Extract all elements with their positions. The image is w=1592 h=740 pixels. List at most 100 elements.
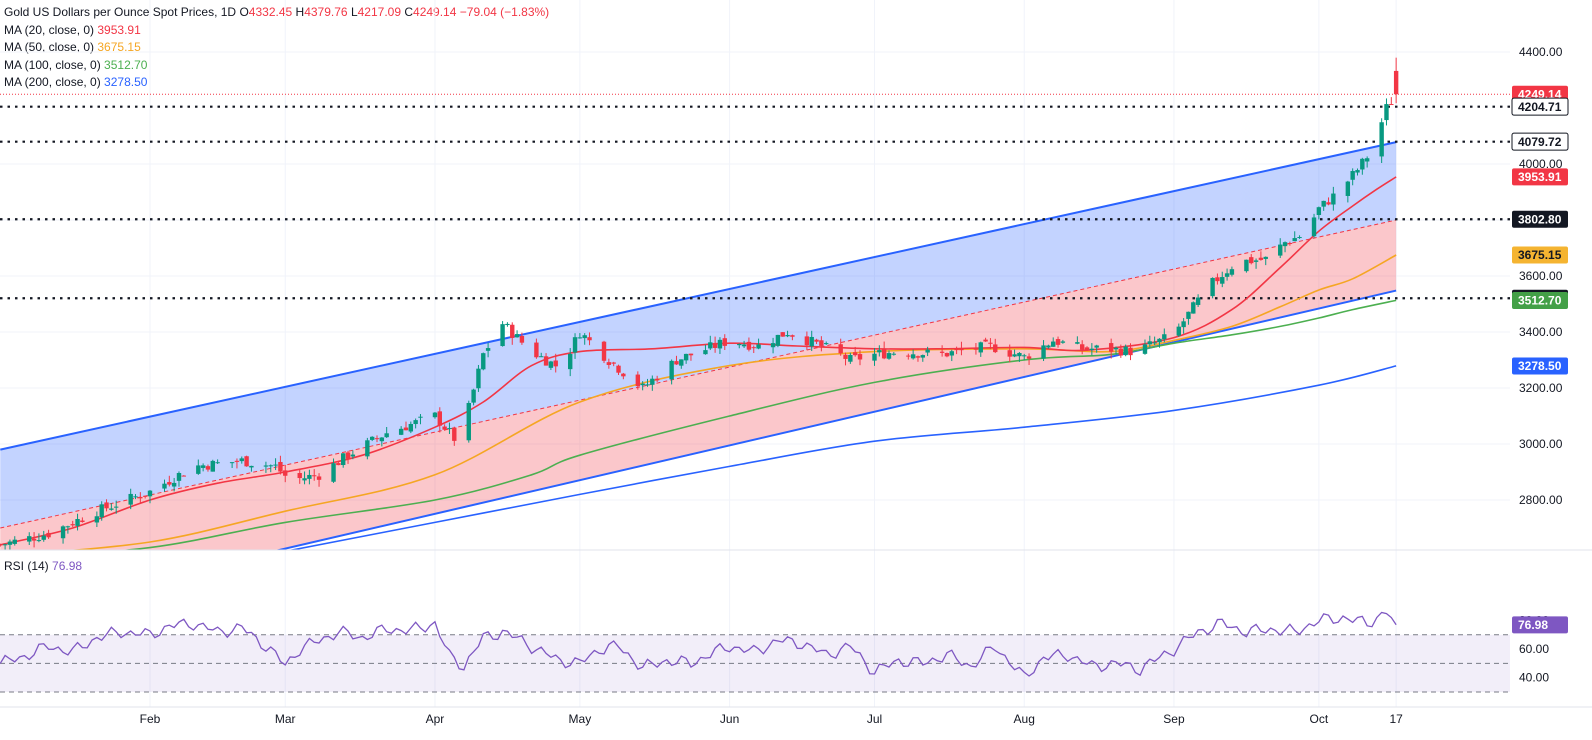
candle-body	[138, 496, 143, 499]
time-tick-label: 17	[1389, 712, 1403, 726]
candle-body	[751, 347, 756, 349]
candle-body	[1079, 344, 1085, 350]
candle-body	[548, 361, 554, 368]
price-badge-text: 3675.15	[1518, 248, 1562, 262]
price-badge	[1511, 97, 1569, 116]
candle-body	[679, 359, 684, 366]
candle-body	[1181, 321, 1186, 328]
candle-body	[7, 541, 13, 545]
candle-body	[234, 460, 240, 462]
candle-body	[601, 341, 607, 361]
candle-body	[510, 324, 515, 338]
candle-body	[60, 526, 66, 539]
rsi-tick-label: 40.00	[1519, 671, 1549, 685]
candle-body	[1326, 202, 1331, 205]
candle-body	[582, 335, 587, 339]
candle-body	[780, 332, 785, 337]
rsi-band	[0, 634, 1510, 692]
candle-body	[113, 506, 119, 508]
price-badges: 4249.144204.714079.723953.913802.803675.…	[1511, 85, 1569, 634]
candle-body	[852, 352, 858, 356]
candle-body	[104, 502, 109, 509]
candle-body	[273, 464, 278, 466]
candle-body	[302, 478, 307, 481]
price-tick-label: 3400.00	[1519, 325, 1563, 339]
candle-body	[1152, 342, 1157, 344]
price-tick-label: 4000.00	[1519, 157, 1563, 171]
candle-body	[949, 351, 954, 356]
candle-body	[688, 353, 694, 356]
candle-body	[654, 378, 660, 381]
ma-legend-row: MA (100, close, 0) 3512.70	[4, 58, 147, 73]
time-tick-label: Jun	[720, 712, 739, 726]
candle-body	[1142, 344, 1148, 354]
candle-body	[978, 342, 983, 353]
candle-body	[1292, 238, 1297, 242]
time-tick-label: May	[569, 712, 592, 726]
candle-body	[877, 350, 882, 353]
time-axis: Feb Mar Apr May Jun Jul Aug Sep Oct 17	[0, 706, 1592, 726]
candle-body	[263, 465, 269, 467]
candle-body	[703, 350, 708, 355]
candle-body	[983, 339, 988, 342]
candle-body	[437, 411, 442, 426]
candle-body	[756, 344, 761, 349]
price-badge-text: 3278.50	[1518, 359, 1562, 373]
candle-body	[717, 339, 723, 349]
rsi-legend-label: RSI (14)	[4, 559, 49, 573]
candle-body	[872, 353, 877, 361]
time-tick-label: Sep	[1163, 712, 1185, 726]
candle-body	[587, 337, 592, 341]
candle-body	[1022, 355, 1027, 357]
candle-body	[1157, 338, 1162, 343]
candle-body	[925, 349, 930, 353]
candle-body	[1287, 242, 1293, 244]
candle-body	[1012, 354, 1017, 357]
candle-body	[891, 353, 897, 355]
candle-body	[1162, 334, 1167, 340]
candle-body	[915, 356, 921, 358]
ma-legend-value: 3512.70	[104, 57, 148, 72]
candle-body	[1278, 244, 1283, 256]
candle-body	[408, 423, 414, 432]
candle-body	[398, 428, 404, 435]
candle-body	[1147, 341, 1153, 345]
candle-body	[1176, 326, 1181, 336]
candle-body	[944, 353, 950, 357]
candle-body	[785, 335, 790, 337]
candle-body	[737, 344, 742, 346]
time-tick-label: Aug	[1014, 712, 1035, 726]
ohlc-h: H4379.76	[295, 5, 348, 19]
candle-body	[939, 351, 945, 353]
candle-body	[1263, 256, 1268, 259]
candle-body	[505, 323, 510, 326]
candles	[0, 57, 1399, 550]
price-badge	[1512, 210, 1568, 228]
candle-body	[1282, 242, 1288, 247]
candle-body	[616, 365, 621, 373]
candle-body	[1046, 345, 1051, 348]
candle-body	[1331, 193, 1336, 205]
candle-body	[1113, 347, 1119, 350]
candle-body	[848, 354, 853, 362]
time-tick-label: Apr	[426, 712, 445, 726]
price-badge	[1512, 168, 1568, 186]
candle-body	[133, 496, 138, 498]
candle-body	[881, 348, 887, 359]
price-tick-label: 3200.00	[1519, 381, 1563, 395]
candle-body	[500, 324, 505, 347]
ohlc-l: L4217.09	[350, 5, 402, 19]
candle-body	[819, 340, 824, 346]
candle-body	[553, 360, 558, 367]
candle-body	[954, 349, 959, 351]
ma-legend-row: MA (20, close, 0) 3953.91	[4, 23, 141, 38]
candle-body	[1007, 350, 1012, 357]
candle-body	[80, 520, 85, 522]
candle-body	[1191, 302, 1196, 314]
candle-body	[712, 342, 718, 348]
candle-body	[481, 353, 486, 370]
candle-body	[1379, 122, 1384, 157]
ma-legend-label: MA (20, close, 0)	[4, 23, 98, 37]
candle-body	[307, 474, 312, 479]
